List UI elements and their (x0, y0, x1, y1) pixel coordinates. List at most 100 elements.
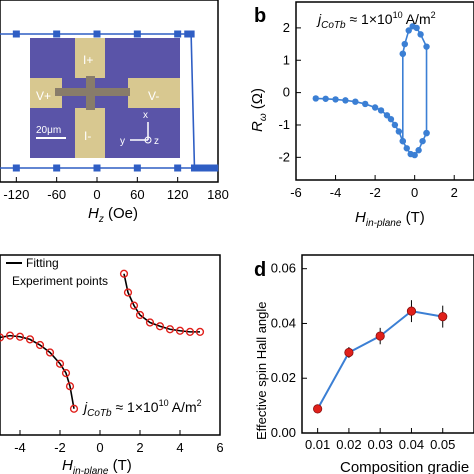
panel-b-point (405, 27, 412, 34)
panel-a: -120 -60 0 60 120 180 I+ I- V+ V- 20μm x y z … (0, 0, 229, 225)
panel-b-y-tick-label: -1 (278, 117, 290, 132)
panel-d-point (375, 331, 385, 341)
panel-b-annotation: jCoTb ≈ 1×1010 A/m2 (316, 10, 436, 31)
inset-label-v-plus: V+ (36, 89, 51, 103)
panel-d: d 0.01 0.02 0.03 0.04 0.05 0.00 0.02 0.04 0.06 E… (254, 254, 474, 474)
panel-c-point (195, 327, 205, 336)
panel-b-point (383, 112, 391, 119)
panel-b-y-tick-label: -2 (278, 149, 290, 164)
panel-a-x-tick-label: -120 (3, 187, 29, 202)
hall-cross (86, 76, 95, 110)
panel-b-point (399, 137, 406, 145)
panel-b-series-0 (315, 97, 428, 156)
panel-b-point (371, 104, 379, 111)
panel-c-point (145, 318, 155, 327)
panel-b-x-tick-label: 2 (451, 185, 458, 200)
panel-c-point (175, 326, 185, 335)
panel-d-x-tick-label: 0.01 (305, 437, 330, 452)
panel-c-xlabel: Hin-plane (T) (62, 457, 132, 474)
panel-c-point (129, 301, 139, 310)
panel-c-x-tick-label: -2 (54, 440, 66, 455)
panel-c-point (69, 404, 79, 413)
inset-label-i-plus: I+ (83, 53, 93, 67)
panel-d-y-tick-label: 0.06 (271, 261, 296, 276)
panel-a-point (93, 30, 101, 38)
panel-b-point (423, 129, 430, 137)
panel-c-point (5, 331, 15, 340)
panel-c-point (135, 310, 145, 320)
pad-top (75, 38, 105, 78)
panel-d-point (313, 404, 323, 414)
axis-label-z: z (154, 136, 159, 147)
panel-c-x-tick-label: 0 (96, 440, 103, 455)
panel-b-point (322, 95, 329, 102)
panel-b-point (399, 50, 406, 57)
panel-c-fit-line-0 (0, 334, 75, 409)
panel-b-point (403, 145, 410, 152)
panel-d-data (313, 300, 448, 414)
panel-d-point (438, 312, 448, 322)
panel-c-point (25, 335, 35, 344)
panel-b-point (395, 128, 403, 135)
panel-b-point (387, 115, 395, 123)
panel-b-x-tick-label: -6 (290, 185, 302, 200)
panel-b-point (377, 107, 385, 114)
panel-b-x-tick-label: -2 (369, 185, 381, 200)
panel-c-x-tick-label: 6 (216, 440, 223, 455)
panel-a-point (211, 164, 219, 172)
panel-b-point (409, 23, 416, 30)
panel-a-x-tick-label: 0 (93, 187, 100, 202)
panel-b-y-tick-label: 2 (283, 20, 290, 35)
panel-b-y-tick-label: 1 (283, 52, 290, 67)
panel-c-point (15, 332, 25, 341)
panel-a-point (12, 30, 20, 38)
axis-label-x: x (143, 110, 148, 121)
panel-b-point (312, 95, 319, 102)
pad-right (128, 78, 180, 108)
panel-a-point (174, 164, 182, 172)
panel-c-x-tick-label: 4 (176, 440, 183, 455)
panel-c-point (55, 359, 65, 368)
panel-c-data (0, 269, 205, 413)
panel-d-y-tick-label: 0.04 (271, 315, 296, 330)
panel-a-x-ticks: -120 -60 0 60 120 180 (3, 177, 229, 202)
panel-c-point (61, 369, 71, 378)
panel-c-frame (0, 254, 221, 436)
panel-b-point (411, 151, 418, 159)
panel-a-point (12, 164, 20, 172)
axis-label-y: y (120, 136, 125, 147)
panel-a-point (204, 164, 212, 172)
panel-d-x-tick-label: 0.05 (430, 437, 455, 452)
panel-b-data (312, 23, 430, 159)
legend-fit-label: Fitting (26, 256, 59, 270)
panel-b-point (419, 137, 426, 145)
panel-d-y-tick-label: 0.02 (271, 370, 296, 385)
scale-bar-label: 20μm (36, 125, 61, 136)
panel-a-point (93, 164, 101, 172)
inset-label-v-minus: V- (148, 89, 159, 103)
panel-d-y-tick-label: 0.00 (271, 425, 296, 440)
panel-a-point (53, 30, 61, 38)
panel-a-x-tick-label: 180 (207, 187, 229, 202)
panel-a-xlabel: Hz (Oe) (88, 205, 138, 225)
panel-c: -4 -2 0 2 4 6 Fitting Experiment points jCoTb… (0, 254, 224, 474)
panel-a-data (0, 30, 219, 172)
panel-a-loop-1 (0, 167, 215, 169)
panel-d-ticks: 0.01 0.02 0.03 0.04 0.05 0.00 0.02 0.04 0.06 (271, 261, 456, 452)
panel-d-point (406, 306, 417, 316)
panel-b-frame (295, 1, 474, 181)
panel-c-fit-line-1 (123, 273, 200, 333)
panel-b-point (415, 147, 422, 154)
panel-b-point (423, 43, 430, 50)
panel-a-x-tick-label: -60 (47, 187, 66, 202)
panel-b: b -6 -4 -2 0 2 -2 -1 0 1 2 jCoTb ≈ 1×1010 A/m2 Rω… (249, 1, 474, 229)
panel-b-point (342, 97, 349, 104)
panel-c-point (45, 348, 55, 357)
panel-b-y-tick-label: 0 (283, 85, 290, 100)
panel-d-xlabel: Composition gradie (340, 459, 469, 474)
axis-z-symbol (144, 136, 152, 144)
panel-d-frame (301, 254, 474, 434)
panel-a-frame (0, 0, 219, 183)
panel-d-letter: d (254, 259, 266, 281)
